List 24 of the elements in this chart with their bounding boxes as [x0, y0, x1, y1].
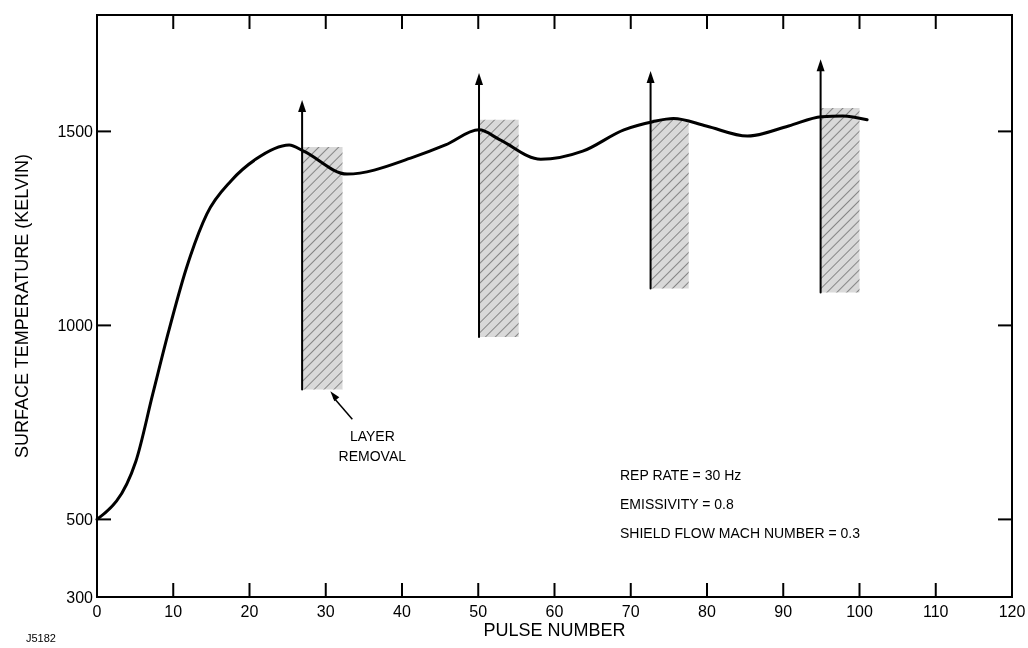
- x-tick-label: 60: [545, 603, 564, 620]
- y-tick-label: 1000: [57, 317, 94, 335]
- y-axis-title: SURFACE TEMPERATURE (KELVIN): [12, 153, 32, 459]
- x-tick-label: 50: [469, 603, 488, 620]
- x-tick-label: 70: [621, 603, 640, 620]
- x-tick-label: 90: [774, 603, 793, 620]
- x-tick-label: 100: [846, 603, 873, 620]
- y-tick-label: 500: [66, 511, 94, 529]
- y-tick-label: 300: [66, 589, 94, 606]
- x-tick-label: 10: [164, 603, 183, 620]
- x-tick-label: 120: [998, 603, 1026, 620]
- x-tick-label: 80: [698, 603, 716, 620]
- x-tick-label: 110: [922, 603, 949, 620]
- annotation: EMISSIVITY = 0.8: [620, 496, 734, 512]
- annotation: REP RATE = 30 Hz: [620, 467, 742, 483]
- annotation: LAYER REMOVAL: [338, 428, 407, 465]
- y-tick-label: 1500: [57, 123, 94, 141]
- x-tick-label: 0: [92, 603, 102, 620]
- annotation: SHIELD FLOW MACH NUMBER = 0.3: [620, 525, 861, 541]
- x-axis-title: PULSE NUMBER: [483, 620, 626, 640]
- x-tick-label: 40: [393, 603, 411, 620]
- x-tick-label: 30: [316, 603, 335, 620]
- x-tick-label: 20: [240, 603, 259, 620]
- text: J5182: [26, 632, 56, 644]
